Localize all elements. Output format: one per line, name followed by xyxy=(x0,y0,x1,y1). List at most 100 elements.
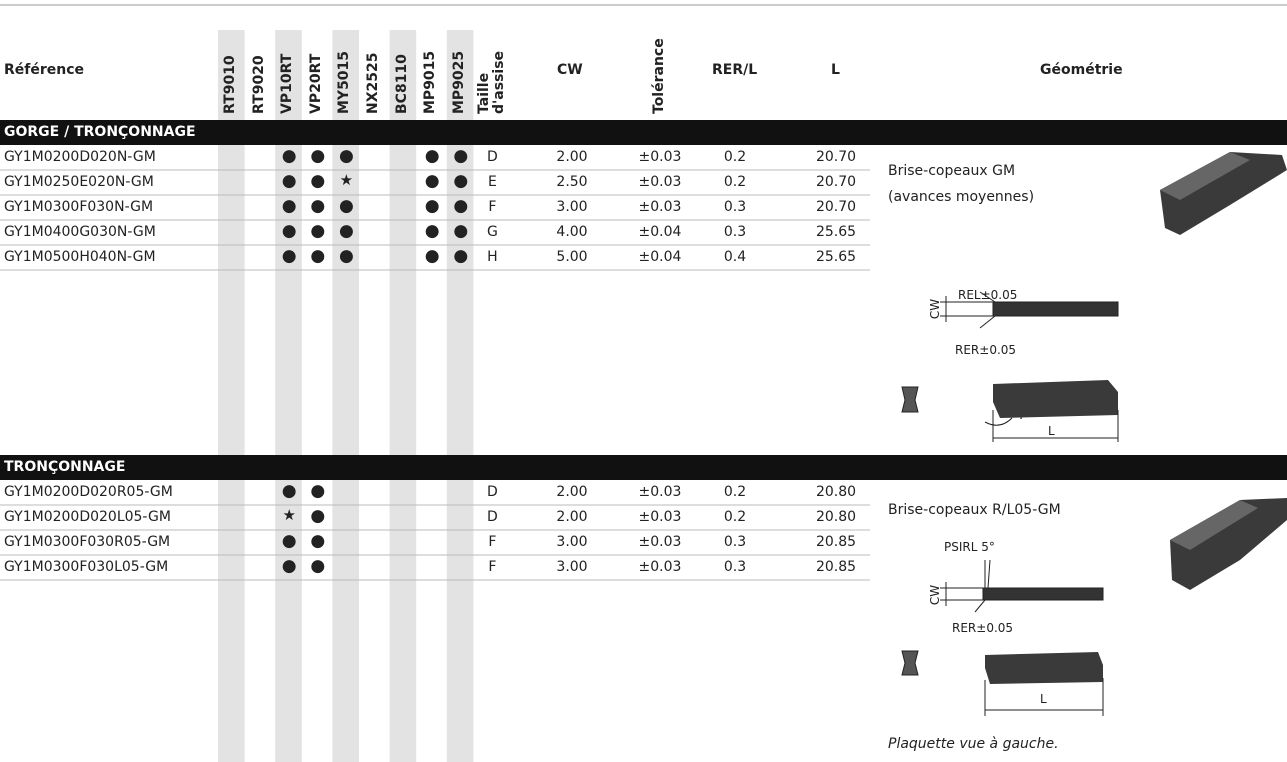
value-cell: ±0.04 xyxy=(638,224,682,240)
value-cell: 0.3 xyxy=(723,534,747,550)
value-cell: ±0.03 xyxy=(638,534,682,550)
grade-mark: ● xyxy=(424,146,440,166)
value-cell: 20.85 xyxy=(815,559,857,575)
geometry-title: Brise-copeaux R/L05-GM xyxy=(888,502,1061,518)
grade-mark: ● xyxy=(281,556,297,576)
grade-mark: ● xyxy=(310,481,326,501)
reference: GY1M0200D020R05-GM xyxy=(4,484,173,500)
geometry-subtitle: (avances moyennes) xyxy=(888,189,1035,205)
value-cell: 20.70 xyxy=(815,199,857,215)
reference: GY1M0250E020N-GM xyxy=(4,174,154,190)
grade-mark: ● xyxy=(310,171,326,191)
value-cell: 3.00 xyxy=(556,559,588,575)
value-cell: ±0.03 xyxy=(638,174,682,190)
value-cell: 0.3 xyxy=(723,224,747,240)
reference: GY1M0400G030N-GM xyxy=(4,224,156,240)
grade-mark: ● xyxy=(310,221,326,241)
side-view xyxy=(901,380,1119,442)
grade-mark: ★ xyxy=(339,171,354,189)
reference: GY1M0300F030L05-GM xyxy=(4,559,169,575)
value-cell: 2.50 xyxy=(556,174,588,190)
dim-label: RER±0.05 xyxy=(955,343,1017,357)
grade-mark: ● xyxy=(338,246,354,266)
column-stripe xyxy=(389,30,417,762)
column-stripe xyxy=(275,30,302,762)
reference: GY1M0200D020L05-GM xyxy=(4,509,171,525)
grade-mark: ● xyxy=(338,221,354,241)
grade-mark: ★ xyxy=(282,506,296,524)
grade-mark: ● xyxy=(281,146,297,166)
reference: GY1M0200D020N-GM xyxy=(4,149,156,165)
grade-mark: ● xyxy=(453,246,469,266)
section-title: GORGE / TRONÇONNAGE xyxy=(4,124,196,140)
column-header: RER/L xyxy=(712,62,758,78)
value-cell: 0.3 xyxy=(723,199,747,215)
value-cell: 2.00 xyxy=(556,149,588,165)
dim-label: REL±0.05 xyxy=(958,288,1018,302)
section-bar xyxy=(0,120,1287,145)
value-cell: 2.00 xyxy=(556,484,588,500)
value-cell: 25.65 xyxy=(815,224,857,240)
dim-label: L xyxy=(1048,424,1055,438)
dim-label: PSIRL 5° xyxy=(944,540,995,554)
grade-mark: ● xyxy=(310,556,326,576)
grade-mark: ● xyxy=(453,196,469,216)
grade-mark: ● xyxy=(424,196,440,216)
seat-size: G xyxy=(486,224,498,240)
seat-size: D xyxy=(487,484,498,500)
value-cell: ±0.03 xyxy=(638,509,682,525)
grade-mark: ● xyxy=(310,531,326,551)
value-cell: 4.00 xyxy=(556,224,588,240)
value-cell: 20.70 xyxy=(815,149,857,165)
value-cell: 0.3 xyxy=(723,559,747,575)
note: Plaquette vue à gauche. xyxy=(888,736,1059,752)
value-cell: 0.2 xyxy=(723,149,747,165)
top-view xyxy=(940,559,1104,613)
side-view xyxy=(901,650,1104,716)
grade-mark: ● xyxy=(281,171,297,191)
grade-mark: ● xyxy=(281,531,297,551)
reference: GY1M0300F030N-GM xyxy=(4,199,154,215)
grade-mark: ● xyxy=(453,171,469,191)
insert-image xyxy=(1160,152,1287,235)
section-bar xyxy=(0,455,1287,480)
value-cell: 2.00 xyxy=(556,509,588,525)
grade-mark: ● xyxy=(310,506,326,526)
value-cell: 20.80 xyxy=(815,484,857,500)
grade-mark: ● xyxy=(281,221,297,241)
grade-mark: ● xyxy=(424,246,440,266)
column-header: CW xyxy=(557,62,583,78)
seat-size: D xyxy=(487,149,498,165)
dim-label: RER±0.05 xyxy=(952,621,1014,635)
value-cell: 3.00 xyxy=(556,199,588,215)
reference: GY1M0300F030R05-GM xyxy=(4,534,171,550)
column-stripe xyxy=(218,30,245,762)
grade-mark: ● xyxy=(338,196,354,216)
value-cell: ±0.03 xyxy=(638,149,682,165)
seat-size: H xyxy=(487,249,498,265)
grade-mark: ● xyxy=(453,146,469,166)
grade-mark: ● xyxy=(281,196,297,216)
grade-mark: ● xyxy=(310,246,326,266)
seat-size: F xyxy=(488,559,497,575)
grade-mark: ● xyxy=(453,221,469,241)
value-cell: ±0.03 xyxy=(638,199,682,215)
column-stripe xyxy=(332,30,359,762)
column-header: L xyxy=(831,62,840,78)
insert-image xyxy=(1160,152,1250,200)
value-cell: ±0.03 xyxy=(638,559,682,575)
value-cell: 0.2 xyxy=(723,509,747,525)
value-cell: 25.65 xyxy=(815,249,857,265)
dim-label: L xyxy=(1040,692,1047,706)
grade-mark: ● xyxy=(281,246,297,266)
reference: GY1M0500H040N-GM xyxy=(4,249,156,265)
value-cell: 20.80 xyxy=(815,509,857,525)
seat-size: F xyxy=(488,534,497,550)
column-header: Géométrie xyxy=(1040,62,1123,78)
value-cell: ±0.04 xyxy=(638,249,682,265)
top-view xyxy=(940,291,1119,329)
insert-image xyxy=(1170,500,1258,550)
